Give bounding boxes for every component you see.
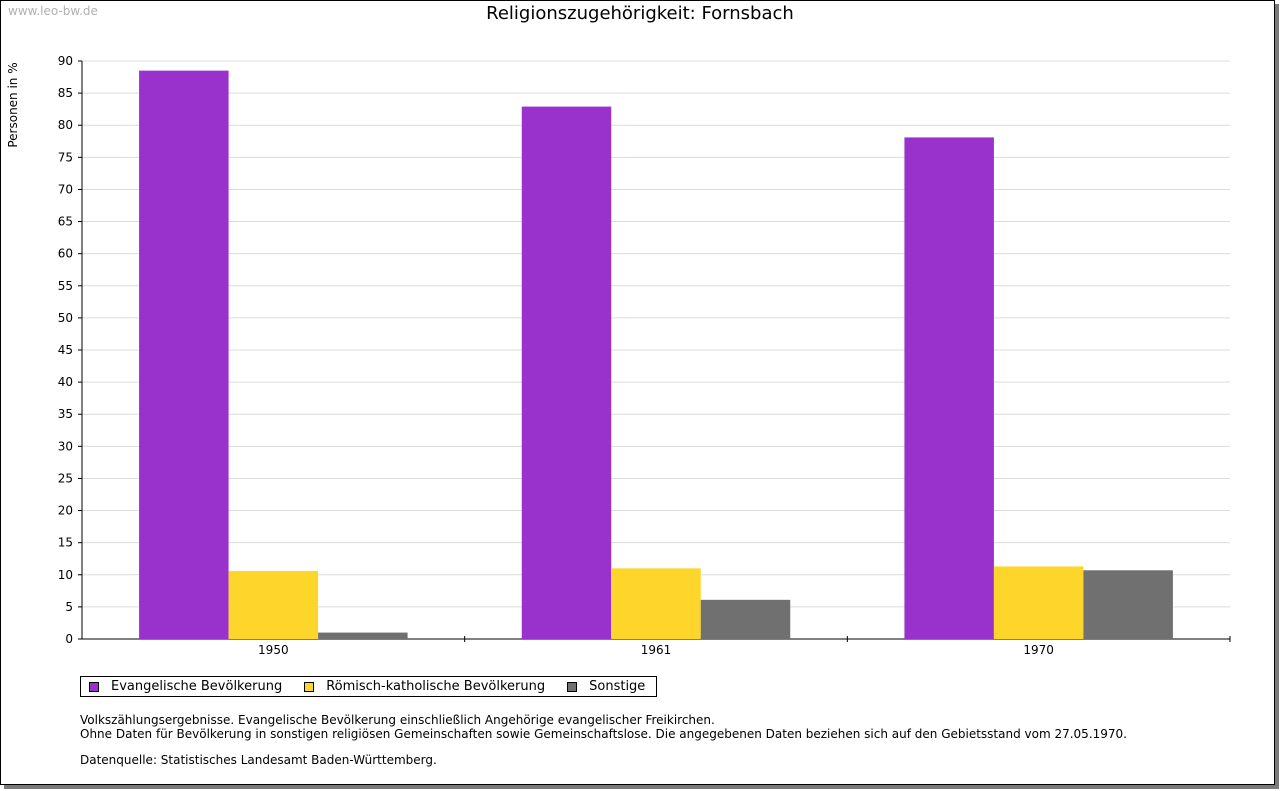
y-tick-label: 25 (58, 471, 73, 485)
y-tick-label: 15 (58, 536, 73, 550)
watermark: www.leo-bw.de (8, 4, 98, 18)
legend-label: Sonstige (589, 679, 646, 694)
y-tick-label: 35 (58, 407, 73, 421)
x-tick-label: 1970 (1023, 643, 1054, 657)
y-tick-label: 5 (65, 600, 73, 614)
data-source: Datenquelle: Statistisches Landesamt Bad… (80, 753, 437, 767)
x-tick-label: 1961 (641, 643, 672, 657)
bar-1970-2 (1083, 570, 1173, 639)
bar-chart: 0 5 10 15 20 25 30 35 40 45 50 55 60 65 70 75 80 85 90 1950… (58, 54, 1231, 657)
notes: Volkszählungsergebnisse. Evangelische Be… (80, 713, 1127, 767)
y-tick-label: 60 (58, 247, 73, 261)
y-tick-label: 10 (58, 568, 73, 582)
y-tick-label: 80 (58, 118, 73, 132)
note-line-1: Volkszählungsergebnisse. Evangelische Be… (80, 713, 715, 727)
y-tick-label: 0 (65, 632, 73, 646)
y-tick-label: 55 (58, 279, 73, 293)
legend-swatch (567, 681, 578, 692)
bar-1961-2 (700, 599, 791, 639)
legend-label: Evangelische Bevölkerung (111, 679, 283, 694)
bar-1950-0 (139, 70, 229, 640)
legend-label: Römisch-katholische Bevölkerung (326, 679, 546, 694)
legend-swatch (89, 681, 99, 692)
y-tick-label: 90 (58, 54, 73, 68)
legend-item: Evangelische Bevölkerung (89, 679, 282, 694)
legend-swatch (304, 681, 315, 692)
y-tick-label: 75 (58, 150, 73, 164)
y-tick-label: 50 (58, 311, 73, 325)
bar-1970-1 (993, 566, 1084, 639)
bar-1961-0 (521, 106, 612, 639)
legend-item: Römisch-katholische Bevölkerung (304, 679, 545, 694)
note-line-2: Ohne Daten für Bevölkerung in sonstigen … (80, 727, 1127, 741)
bar-1961-1 (611, 568, 701, 639)
bar-1950-2 (318, 632, 408, 639)
x-tick-label: 1950 (258, 643, 289, 657)
bar-1970-0 (904, 137, 994, 639)
bar-1950-1 (228, 570, 319, 639)
y-tick-label: 40 (58, 375, 73, 389)
legend-item: Sonstige (567, 679, 645, 694)
y-tick-label: 45 (58, 343, 73, 357)
y-tick-label: 65 (58, 215, 73, 229)
y-tick-label: 85 (58, 86, 73, 100)
chart-title: Religionszugehörigkeit: Fornsbach (486, 3, 794, 24)
y-tick-label: 70 (58, 182, 73, 196)
legend: Evangelische Bevölkerung Römisch-katholis… (80, 676, 658, 697)
y-tick-label: 30 (58, 439, 73, 453)
y-tick-label: 20 (58, 504, 73, 518)
